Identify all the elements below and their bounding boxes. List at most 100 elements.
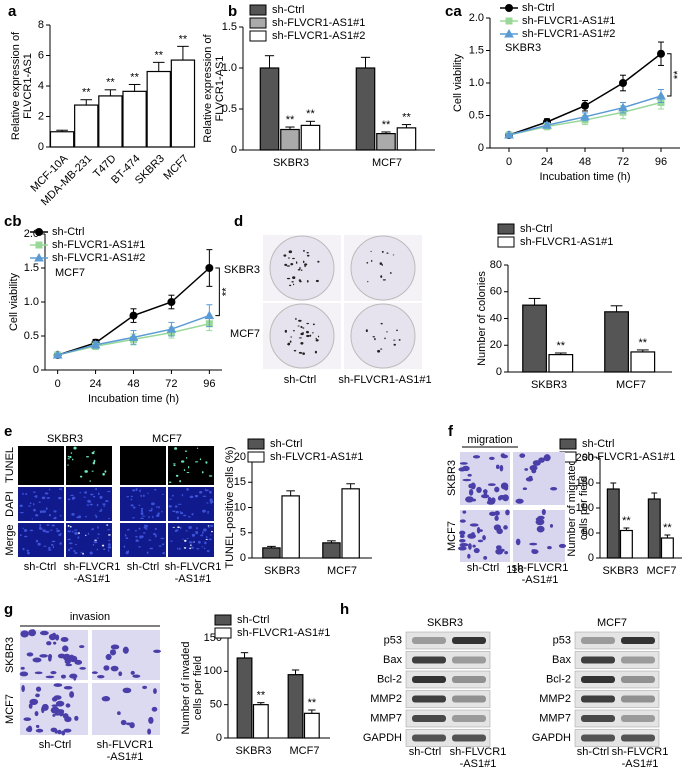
- row-label: TUNEL: [4, 447, 16, 483]
- nucleus: [42, 510, 46, 513]
- legend-label: sh-Ctrl: [52, 226, 84, 238]
- cell: [499, 548, 505, 552]
- nucleus: [178, 547, 181, 550]
- bar: [647, 498, 661, 559]
- blot-band: [581, 695, 615, 703]
- marker: [504, 28, 514, 38]
- y-tick-label: 4: [38, 80, 44, 92]
- legend-label: sh-Ctrl: [522, 2, 554, 14]
- column-label: sh-FLVCR1: [64, 561, 121, 573]
- tunel-dot: [179, 480, 181, 483]
- colony: [314, 350, 317, 354]
- column-label: sh-Ctrl: [284, 374, 316, 386]
- tunel-dot: [173, 464, 176, 467]
- tunel-dot: [78, 532, 80, 535]
- dish: [269, 235, 335, 301]
- cell: [50, 671, 57, 675]
- y-tick-label: 0: [33, 364, 39, 376]
- colony: [306, 334, 310, 338]
- nucleus: [138, 546, 141, 548]
- y-tick-label: 20: [490, 339, 502, 351]
- nucleus: [196, 548, 200, 550]
- panel-letter: a: [8, 3, 17, 20]
- cell: [501, 454, 509, 459]
- nucleus: [203, 528, 207, 532]
- colony: [398, 339, 401, 341]
- nucleus: [33, 503, 35, 506]
- tunel-dot: [67, 524, 70, 527]
- nucleus: [125, 537, 129, 540]
- column-label: -AS1#1: [460, 758, 497, 770]
- colony: [306, 254, 310, 257]
- tunel-dot: [102, 472, 105, 476]
- nucleus: [95, 487, 98, 491]
- colony: [309, 334, 312, 337]
- column-label: sh-FLVCR1: [97, 739, 154, 751]
- panel-letter: cb: [4, 213, 22, 230]
- marker: [35, 241, 43, 249]
- y-axis-label: Relative expression of: [10, 31, 22, 140]
- nucleus: [145, 528, 148, 530]
- tunel-dot: [79, 475, 83, 478]
- colony: [297, 269, 301, 271]
- nucleus: [41, 496, 46, 500]
- nucleus: [19, 504, 23, 508]
- nucleus: [140, 517, 144, 520]
- nucleus: [37, 542, 41, 546]
- bar: [280, 128, 300, 151]
- nucleus: [39, 526, 42, 530]
- tunel-dot: [93, 450, 95, 453]
- column-label: sh-FLVCR1: [612, 746, 669, 758]
- tunel-dot: [92, 461, 95, 465]
- colony: [371, 259, 373, 263]
- significance: **: [220, 287, 232, 296]
- cell: [489, 511, 497, 516]
- legend-label: sh-Ctrl: [270, 438, 302, 450]
- nucleus: [186, 487, 189, 491]
- cell: [494, 515, 499, 521]
- nucleus: [181, 493, 184, 497]
- colony: [392, 254, 395, 256]
- y-tick-label: 150: [576, 477, 594, 489]
- marker: [657, 49, 665, 58]
- nucleus: [59, 515, 62, 517]
- nucleus: [130, 495, 133, 498]
- column-label: sh-FLVCR1: [165, 561, 222, 573]
- cell: [472, 455, 481, 459]
- nucleus: [87, 499, 90, 503]
- column-label: sh-Ctrl: [39, 739, 71, 751]
- colony: [287, 342, 291, 346]
- cell: [63, 728, 72, 733]
- nucleus: [77, 536, 80, 539]
- bar: [630, 351, 656, 373]
- nucleus: [97, 492, 100, 496]
- significance: **: [130, 71, 139, 83]
- blot-band: [412, 695, 446, 703]
- colony: [384, 337, 386, 340]
- colony: [289, 340, 292, 343]
- cell: [536, 525, 545, 533]
- nucleus: [199, 490, 203, 494]
- colony: [393, 339, 396, 341]
- row-label: MCF7: [230, 328, 260, 340]
- colony: [306, 322, 310, 325]
- cell: [129, 722, 135, 729]
- nucleus: [208, 538, 212, 541]
- panel-title: migration: [467, 434, 512, 446]
- cell: [525, 477, 534, 482]
- nucleus: [59, 542, 62, 545]
- image-panel: [66, 446, 112, 485]
- cell: [79, 645, 85, 649]
- blot-band: [452, 734, 486, 742]
- tunel-dot: [85, 534, 87, 537]
- nucleus: [168, 505, 172, 508]
- cell: [110, 665, 119, 672]
- significance: **: [257, 690, 266, 702]
- cell: [472, 544, 476, 548]
- blot-band: [621, 715, 655, 722]
- marker: [35, 228, 43, 236]
- cell: [495, 545, 502, 550]
- x-tick-label: 96: [655, 156, 667, 168]
- column-label: sh-Ctrl: [127, 561, 159, 573]
- colony: [292, 330, 295, 332]
